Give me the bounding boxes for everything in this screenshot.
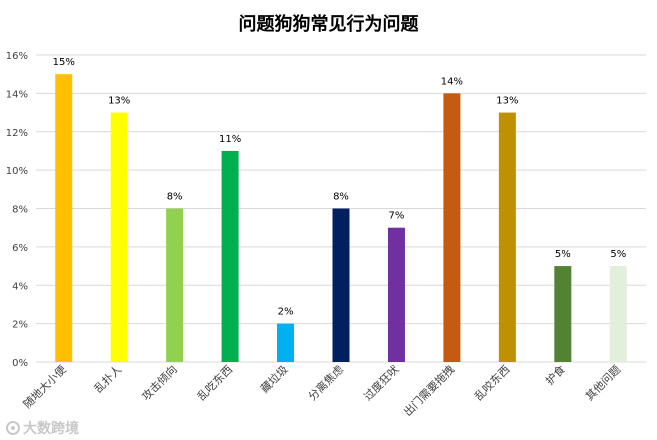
data-label: 13% — [108, 96, 130, 107]
x-tick-label: 护食 — [542, 362, 567, 387]
x-tick-label: 乱吃东西 — [195, 363, 235, 403]
y-tick-label: 14% — [6, 89, 28, 100]
data-label: 8% — [333, 192, 349, 203]
y-tick-label: 0% — [12, 358, 28, 369]
bar — [387, 227, 405, 362]
bar — [55, 74, 73, 362]
y-axis-ticks: 0% 2% 4% 6% 8% 10% 12% 14% 16% — [6, 51, 28, 369]
data-label: 11% — [219, 134, 241, 145]
watermark-logo-icon — [6, 421, 20, 435]
y-tick-label: 4% — [12, 281, 28, 292]
data-labels: 15% 13% 8% 11% 2% 8% 7% 14% 13% 5% 5% — [53, 57, 627, 317]
x-tick-label: 乱扑人 — [91, 362, 124, 395]
data-label: 14% — [441, 76, 463, 87]
data-label: 7% — [389, 211, 405, 222]
watermark: 大数跨境 — [6, 418, 79, 438]
bar — [166, 208, 184, 362]
y-tick-label: 16% — [6, 51, 28, 62]
bar — [332, 208, 350, 362]
bar — [443, 93, 461, 362]
x-tick-label: 分离焦虑 — [305, 362, 346, 403]
data-label: 2% — [278, 307, 294, 318]
data-label: 5% — [555, 249, 571, 260]
data-label: 5% — [610, 249, 626, 260]
watermark-text: 大数跨境 — [23, 421, 79, 437]
x-tick-label: 乱咬东西 — [471, 362, 512, 403]
y-tick-label: 8% — [12, 205, 28, 216]
x-tick-label: 过度狂吠 — [361, 362, 402, 403]
bars — [55, 74, 627, 362]
x-axis-ticks: 随地大小便 乱扑人 攻击倾向 乱吃东西 藏垃圾 分离焦虑 过度狂吠 出门需要拖拽 乱咬东西 护食其… — [20, 362, 623, 419]
x-tick-label: 出门需要拖拽 — [400, 362, 457, 419]
bar — [609, 266, 627, 362]
x-tick-label: 攻击倾向 — [139, 362, 180, 403]
y-tick-label: 12% — [6, 128, 28, 139]
x-tick-label: 藏垃圾 — [257, 362, 290, 395]
bar — [221, 150, 239, 362]
x-tick-label: 随地大小便 — [20, 362, 69, 411]
bar — [554, 266, 572, 362]
bar — [277, 323, 295, 362]
y-tick-label: 2% — [12, 320, 28, 331]
data-label: 8% — [167, 192, 183, 203]
x-tick-label: 其他问题 — [583, 363, 623, 403]
data-label: 13% — [496, 96, 518, 107]
y-tick-label: 6% — [12, 243, 28, 254]
chart-title: 问题狗狗常见行为问题 — [238, 14, 419, 35]
data-label: 15% — [53, 57, 75, 68]
y-tick-label: 10% — [6, 166, 28, 177]
bar — [498, 112, 516, 362]
bar — [110, 112, 128, 362]
